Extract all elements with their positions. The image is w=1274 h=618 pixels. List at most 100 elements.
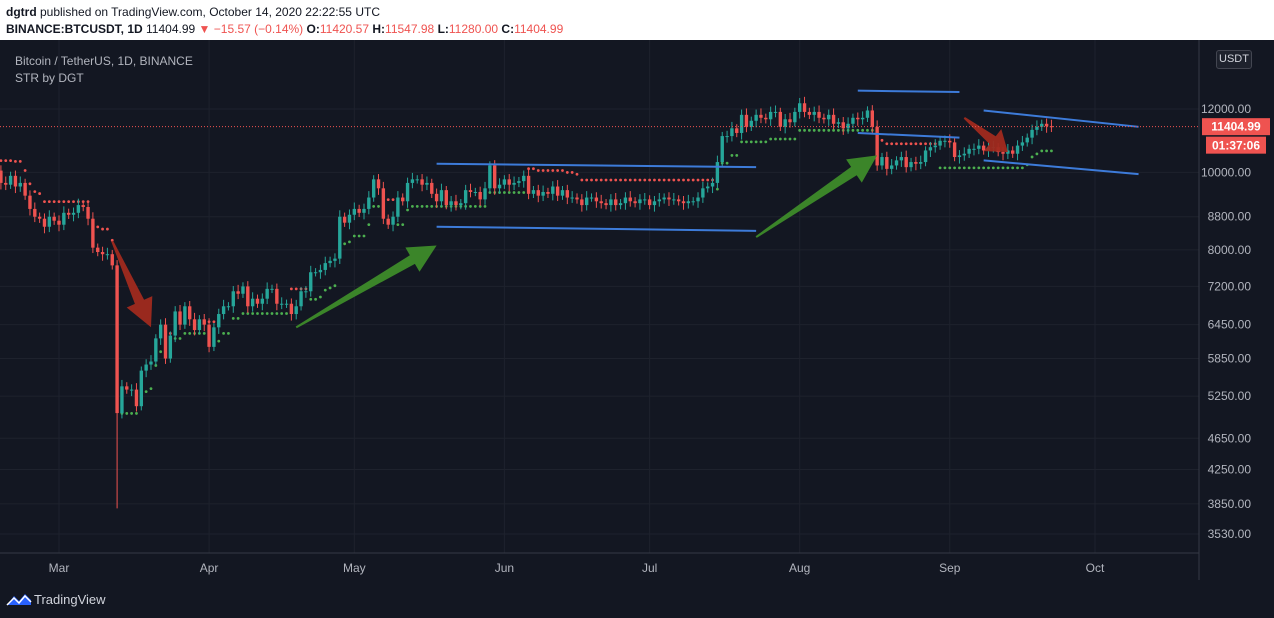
price-chart[interactable]: 3530.00 3850.00 4250.00 4650.00 5250.00 5850.… (0, 40, 1274, 580)
last-price-label: 11404.99 01:37:06 (1202, 118, 1270, 154)
supertrend-dot (706, 178, 710, 182)
candle-body (701, 188, 705, 198)
supertrend-dot (788, 137, 792, 141)
change-value: −15.57 (−0.14%) (213, 22, 304, 36)
open-value: 11420.57 (319, 22, 370, 36)
candle-body (57, 220, 61, 225)
chart-area[interactable]: 3530.00 3850.00 4250.00 4650.00 5250.00 5850.… (0, 40, 1274, 580)
ohlc-line: BINANCE:BTCUSDT, 1D 11404.99 ▼ −15.57 (−… (6, 22, 563, 36)
price-axis[interactable]: 3530.00 3850.00 4250.00 4650.00 5250.00 5850.… (1201, 102, 1251, 541)
candle-body (957, 155, 962, 158)
supertrend-dot (866, 128, 869, 132)
supertrend-dot (730, 154, 734, 157)
candle-body (401, 197, 405, 202)
candle-body (47, 216, 52, 227)
supertrend-dot (546, 169, 550, 172)
candle-body (473, 191, 478, 193)
supertrend-dots (0, 128, 1053, 415)
supertrend-dot (715, 187, 719, 191)
candle-body (1049, 126, 1054, 128)
currency-button[interactable]: USDT (1216, 50, 1252, 69)
candle-body (744, 114, 749, 127)
supertrend-dot (430, 205, 434, 208)
candle-body (284, 303, 289, 305)
supertrend-dot (1045, 149, 1048, 153)
candle-body (686, 201, 691, 204)
candle-body (667, 197, 671, 200)
candle-body (909, 162, 913, 168)
candle-body (52, 216, 56, 221)
candle-body (870, 110, 875, 127)
supertrend-dot (96, 225, 100, 229)
supertrend-dot (357, 234, 361, 238)
supertrend-dot (856, 128, 860, 132)
supertrend-dot (159, 350, 163, 354)
supertrend-dot (895, 142, 898, 146)
supertrend-dot (624, 178, 627, 182)
indicator-legend[interactable]: STR by DGT (15, 71, 84, 85)
supertrend-dot (812, 128, 816, 132)
candle-body (37, 216, 42, 219)
candle-body (338, 216, 342, 259)
author-name[interactable]: dgtrd (6, 5, 37, 19)
supertrend-dot (125, 412, 129, 415)
candle-body (250, 298, 255, 307)
supertrend-dot (807, 128, 811, 132)
last-price: 11404.99 (146, 22, 196, 36)
last-price-text: 11404.99 (1211, 120, 1261, 134)
channel-lower-line (436, 225, 757, 232)
time-axis[interactable]: Mar Apr May Jun Jul Aug Sep Oct (49, 561, 1105, 575)
candle-body (362, 208, 366, 213)
tradingview-logo-icon[interactable] (6, 591, 32, 607)
supertrend-dot (691, 178, 695, 182)
supertrend-dot (822, 128, 826, 132)
change-arrow-icon: ▼ (198, 22, 211, 36)
candle-body (236, 291, 240, 294)
supertrend-dot (1035, 152, 1039, 156)
supertrend-dot (275, 312, 279, 315)
supertrend-dot (638, 178, 642, 182)
candle-body (23, 182, 27, 196)
candle-body (647, 199, 652, 206)
supertrend-dot (614, 178, 618, 182)
tradingview-brand[interactable]: TradingView (34, 592, 106, 607)
supertrend-dot (1016, 166, 1019, 170)
candle-body (212, 327, 216, 347)
supertrend-dot (948, 166, 952, 170)
candle-body (439, 190, 444, 202)
chart-legend-title[interactable]: Bitcoin / TetherUS, 1D, BINANCE (15, 54, 193, 68)
supertrend-dot (648, 178, 652, 182)
supertrend-dot (18, 159, 22, 163)
candle-body (827, 114, 831, 120)
price-tick-label: 5850.00 (1208, 352, 1252, 366)
candle-body (914, 162, 918, 164)
candle-body (468, 190, 473, 192)
supertrend-dot (735, 154, 739, 157)
candle-body (551, 186, 555, 194)
supertrend-dot (227, 331, 230, 335)
supertrend-dot (473, 205, 477, 208)
supertrend-dot (556, 169, 560, 172)
supertrend-dot (919, 142, 923, 146)
candle-body (715, 162, 720, 183)
candle-body (279, 303, 284, 305)
candle-body (584, 197, 589, 206)
candle-body (696, 197, 700, 202)
candle-body (28, 195, 32, 209)
supertrend-dot (837, 128, 840, 132)
channel-upper-line (857, 89, 960, 94)
candle-body (352, 208, 357, 215)
candle-body (948, 140, 952, 143)
supertrend-dot (725, 161, 729, 165)
supertrend-dot (57, 200, 61, 204)
candle-body (938, 140, 942, 146)
supertrend-dot (14, 159, 17, 163)
candle-body (812, 111, 816, 115)
price-tick-label: 8000.00 (1208, 243, 1252, 257)
candle-body (246, 286, 250, 307)
supertrend-dot (672, 178, 676, 182)
candle-body (226, 306, 231, 308)
candle-body (381, 188, 386, 219)
supertrend-dot (653, 178, 656, 182)
candle-body (560, 190, 565, 196)
